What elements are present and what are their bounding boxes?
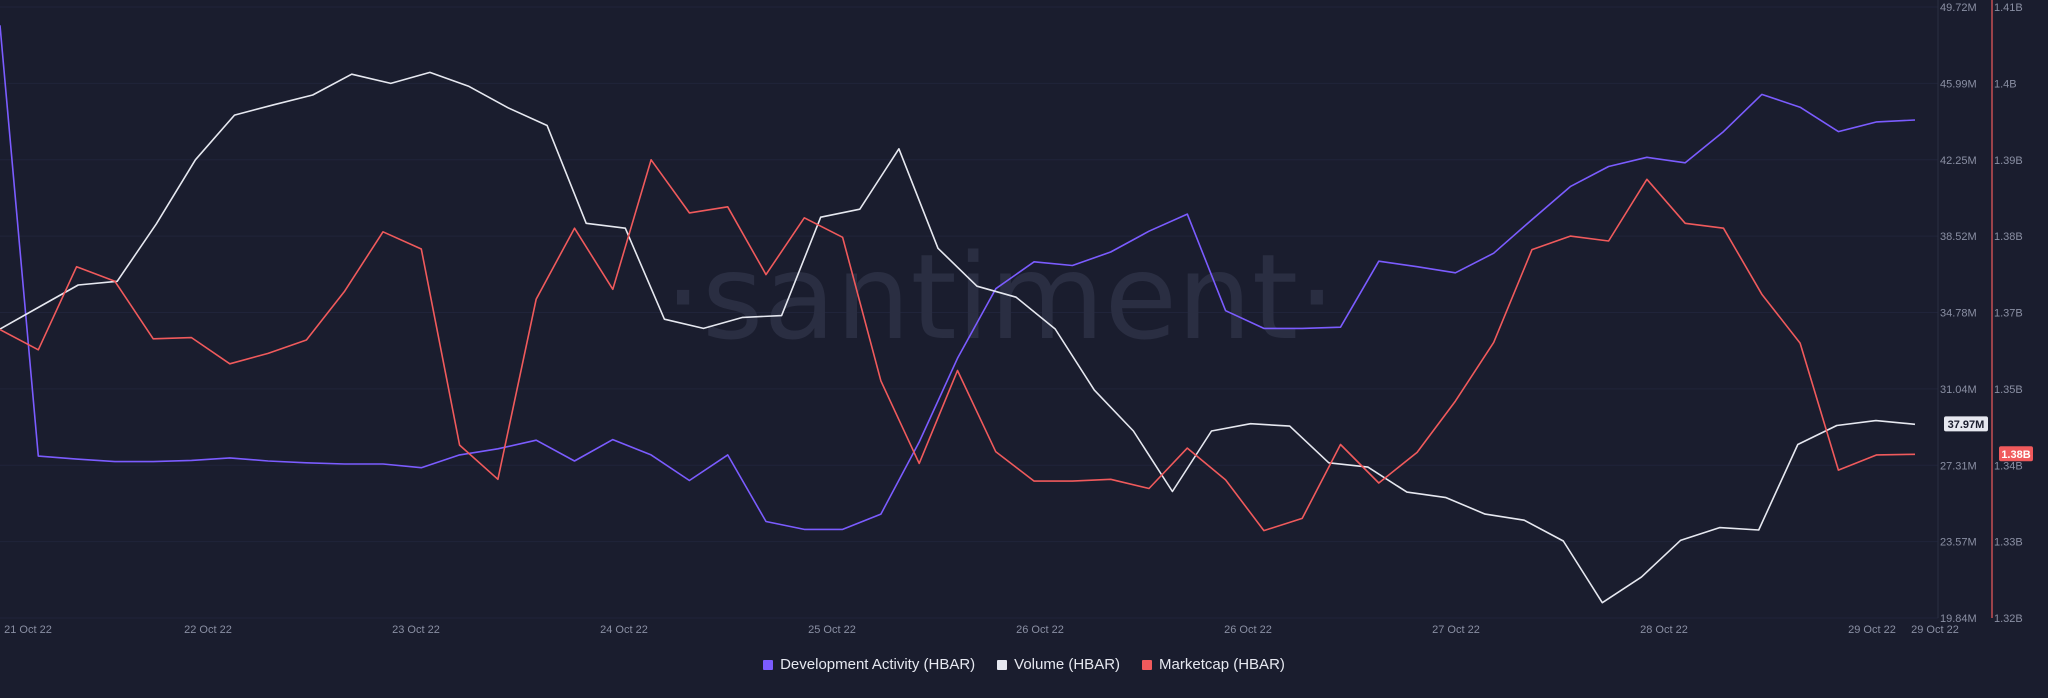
y-left-tick-label: 34.78M xyxy=(1940,308,1977,320)
y-right-tick-label: 1.37B xyxy=(1994,308,2023,320)
y-left-tick-label: 23.57M xyxy=(1940,537,1977,549)
series-line-0 xyxy=(0,25,1916,531)
y-left-tick-label: 27.31M xyxy=(1940,460,1977,472)
grid xyxy=(0,6,1938,619)
y-right-tick-label: 1.38B xyxy=(1994,231,2023,243)
legend-item-marketcap[interactable]: Marketcap (HBAR) xyxy=(1142,656,1285,673)
y-right-tick-label: 1.32B xyxy=(1994,613,2023,625)
series-line-2 xyxy=(0,159,1916,532)
axes: 49.72M 45.99M 42.25M 38.52M 34.78M 31.04M 27.3… xyxy=(4,0,2023,636)
volume-badge-text: 37.97M xyxy=(1948,419,1985,431)
x-tick-label: 28 Oct 22 xyxy=(1640,624,1688,636)
legend-label: Development Activity (HBAR) xyxy=(780,656,976,673)
x-tick-label: 29 Oct 22 xyxy=(1848,624,1896,636)
y-right-tick-label: 1.33B xyxy=(1994,537,2023,549)
legend-label: Marketcap (HBAR) xyxy=(1159,656,1285,673)
legend: Development Activity (HBAR) Volume (HBAR… xyxy=(0,656,2048,673)
watermark: ·santiment· xyxy=(664,228,1335,366)
y-right-tick-label: 1.35B xyxy=(1994,384,2023,396)
x-tick-label: 27 Oct 22 xyxy=(1432,624,1480,636)
legend-swatch xyxy=(1142,659,1153,670)
y-right-tick-label: 1.34B xyxy=(1994,460,2023,472)
x-tick-label: 22 Oct 22 xyxy=(184,624,232,636)
y-right-tick-label: 1.39B xyxy=(1994,155,2023,167)
y-left-tick-label: 31.04M xyxy=(1940,384,1977,396)
marketcap-badge-text: 1.38B xyxy=(2001,449,2030,461)
y-right-tick-label: 1.4B xyxy=(1994,78,2017,90)
y-left-tick-label: 38.52M xyxy=(1940,231,1977,243)
y-right-tick-label: 1.41B xyxy=(1994,2,2023,14)
legend-label: Volume (HBAR) xyxy=(1014,656,1121,673)
x-tick-label: 26 Oct 22 xyxy=(1224,624,1272,636)
x-tick-label: 23 Oct 22 xyxy=(392,624,440,636)
y-left-tick-label: 19.84M xyxy=(1940,613,1977,625)
x-tick-label: 21 Oct 22 xyxy=(4,624,52,636)
x-tick-label: 26 Oct 22 xyxy=(1016,624,1064,636)
legend-swatch xyxy=(763,659,774,670)
x-tick-label: 29 Oct 22 xyxy=(1911,624,1959,636)
x-tick-label: 24 Oct 22 xyxy=(600,624,648,636)
legend-item-volume[interactable]: Volume (HBAR) xyxy=(997,656,1120,673)
series-lines xyxy=(0,25,1916,604)
legend-swatch xyxy=(997,659,1008,670)
volume-badge xyxy=(1944,416,1988,432)
series-line-1 xyxy=(0,71,1916,604)
x-tick-label: 25 Oct 22 xyxy=(808,624,856,636)
marketcap-badge xyxy=(1999,446,2033,462)
current-value-badges: 37.97M 1.38B xyxy=(1944,416,2033,462)
y-left-tick-label: 49.72M xyxy=(1940,2,1977,14)
legend-item-development-activity[interactable]: Development Activity (HBAR) xyxy=(763,656,975,673)
y-left-tick-label: 42.25M xyxy=(1940,155,1977,167)
y-left-tick-label: 45.99M xyxy=(1940,78,1977,90)
